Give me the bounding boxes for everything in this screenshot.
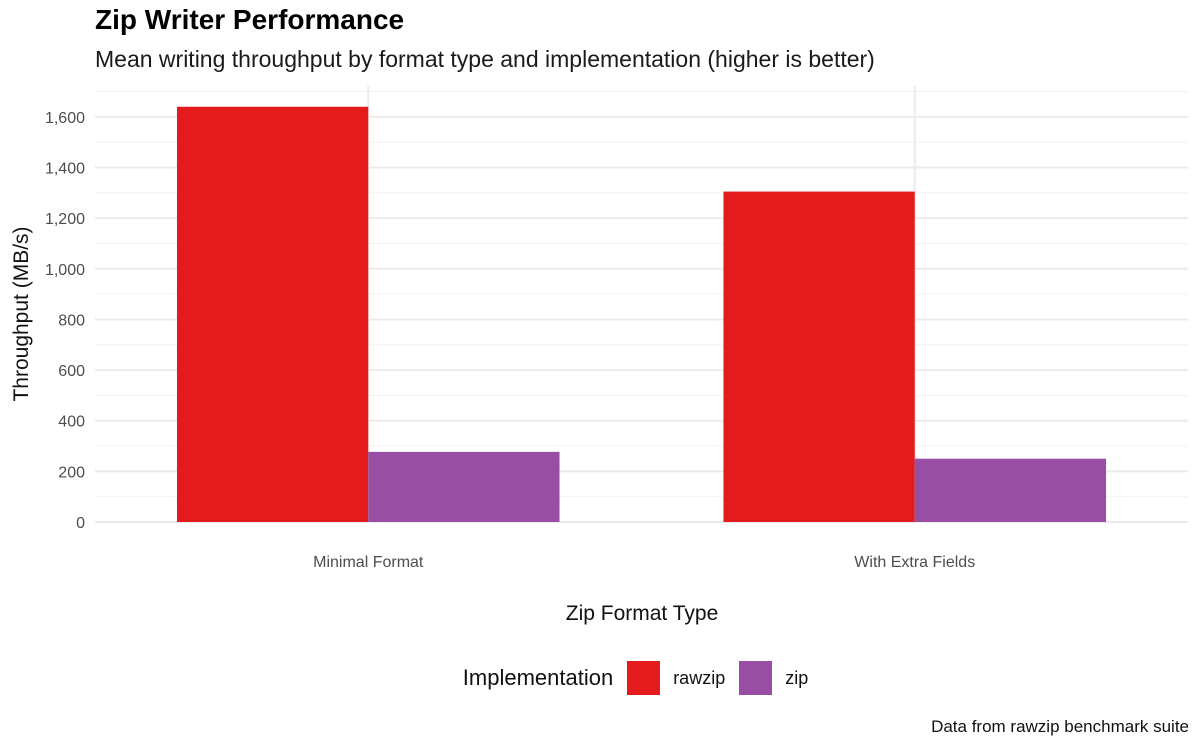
legend-key-rawzip [627,661,661,695]
chart-caption: Data from rawzip benchmark suite [931,717,1189,736]
y-tick-label: 200 [58,464,85,481]
bars [176,106,1107,522]
legend-item-zip: zip [739,661,808,695]
y-axis-ticks: 0 200 400 600 800 1,000 1,200 1,400 1,600 [45,110,85,532]
bar-rawzip [723,191,915,522]
y-tick-label: 1,000 [45,262,85,279]
y-tick-label: 0 [76,515,85,532]
legend: Implementation rawzip zip [0,660,1200,696]
bar-rawzip [176,106,369,522]
legend-title: Implementation [462,665,614,690]
bar-zip [914,458,1107,522]
y-tick-label: 800 [58,312,85,329]
bar-zip [368,451,560,522]
y-tick-label: 1,600 [45,110,85,127]
chart-title: Zip Writer Performance [95,4,405,35]
y-axis-title: Throughput (MB/s) [10,226,33,401]
x-axis-title: Zip Format Type [566,602,719,625]
legend-item-rawzip: rawzip [627,661,725,695]
x-axis-ticks: Minimal Format With Extra Fields [313,554,975,571]
y-tick-label: 600 [58,363,85,380]
y-tick-label: 1,400 [45,161,85,178]
legend-label-rawzip: rawzip [673,667,726,688]
legend-label-zip: zip [785,667,809,688]
legend-key-zip [739,661,773,695]
x-tick-label: With Extra Fields [854,554,975,571]
y-tick-label: 400 [58,414,85,431]
chart-subtitle: Mean writing throughput by format type a… [95,46,875,72]
x-tick-label: Minimal Format [313,554,424,571]
y-tick-label: 1,200 [45,211,85,228]
